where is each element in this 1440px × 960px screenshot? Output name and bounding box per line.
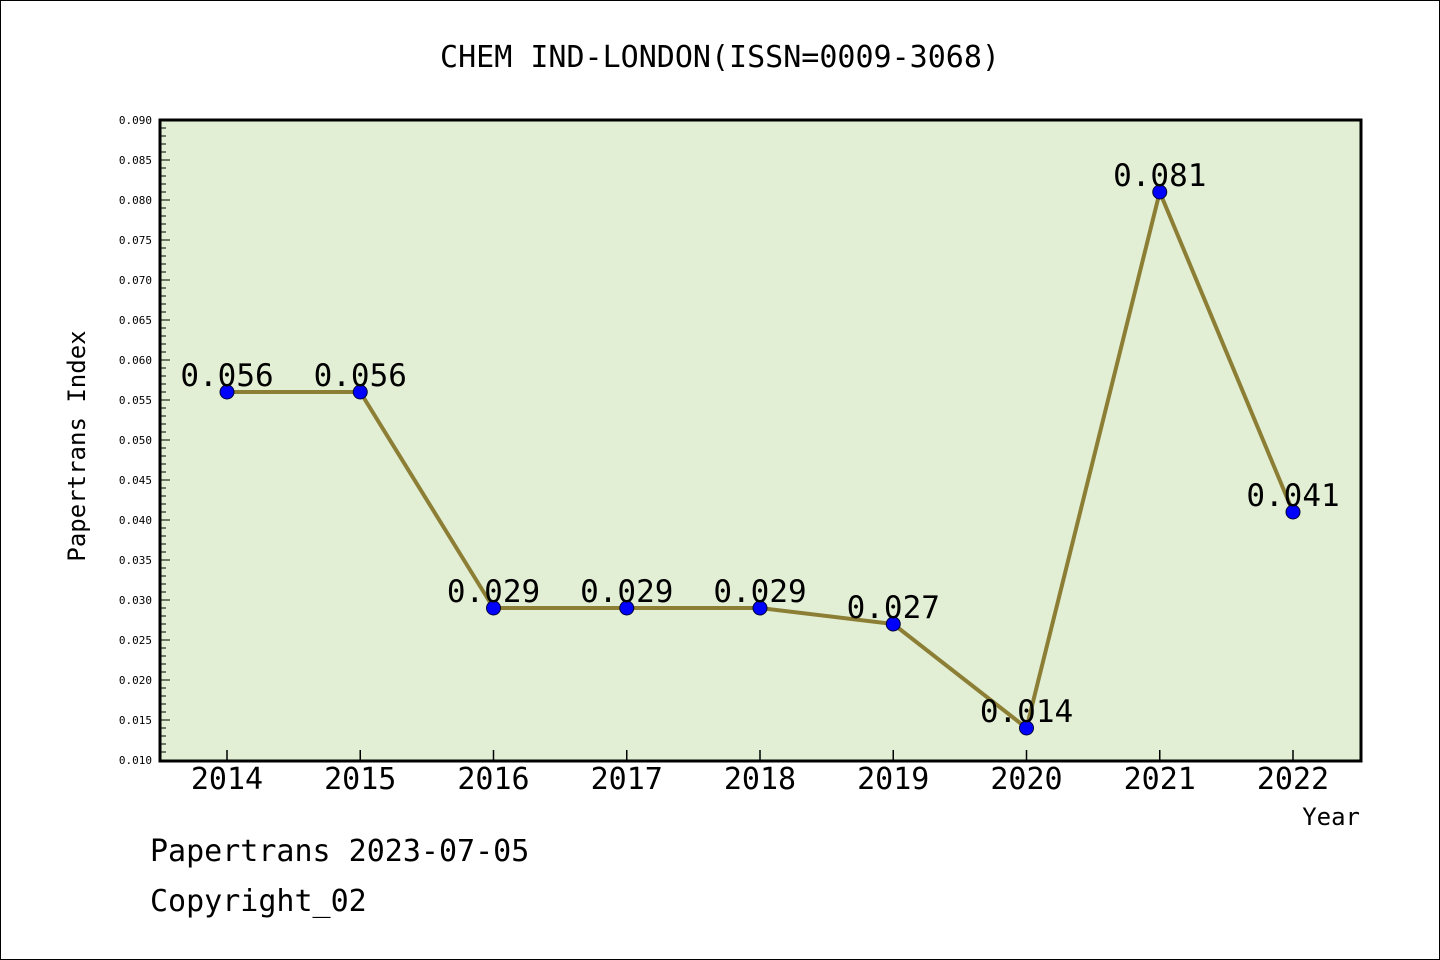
plot-area (158, 118, 1363, 763)
x-tick-label: 2015 (324, 762, 396, 797)
x-tick-label: 2018 (724, 762, 796, 797)
data-point (352, 384, 368, 400)
y-tick-label: 0.055 (119, 394, 152, 407)
data-label: 0.014 (980, 694, 1073, 730)
points-layer (219, 184, 1301, 736)
data-point (619, 600, 635, 616)
x-tick-label: 2021 (1124, 762, 1196, 797)
x-tick-label: 2019 (857, 762, 929, 797)
y-tick-label: 0.050 (119, 434, 152, 447)
data-point (885, 616, 901, 632)
y-tick-label: 0.045 (119, 474, 152, 487)
data-label: 0.029 (713, 574, 806, 610)
y-tick-label: 0.065 (119, 314, 152, 327)
x-tick-label: 2020 (990, 762, 1062, 797)
data-label: 0.029 (580, 574, 673, 610)
data-point (486, 600, 501, 616)
y-tick-label: 0.015 (119, 714, 152, 727)
x-tick-label: 2016 (457, 762, 529, 797)
y-tick-label: 0.030 (119, 594, 152, 607)
y-tick-label: 0.010 (119, 754, 152, 767)
y-tick-label: 0.025 (119, 634, 152, 647)
data-point (219, 384, 235, 400)
footer-date: Papertrans 2023-07-05 (150, 834, 530, 869)
y-tick-label: 0.090 (119, 114, 152, 127)
data-label: 0.056 (180, 358, 273, 394)
data-label: 0.029 (447, 574, 540, 610)
data-label: 0.027 (847, 590, 940, 626)
data-point (1285, 504, 1301, 520)
y-tick-label: 0.020 (119, 674, 152, 687)
y-tick-label: 0.060 (119, 354, 152, 367)
x-tick-label: 2017 (591, 762, 663, 797)
y-tick-label: 0.080 (119, 194, 152, 207)
y-tick-label: 0.070 (119, 274, 152, 287)
x-axis-ticks: 2014 2015 2016 2017 2018 2019 2020 2021 2022 (191, 750, 1329, 797)
data-label: 0.056 (314, 358, 407, 394)
y-axis-label: Papertrans Index (63, 330, 91, 561)
y-axis-ticks: 0.010 0.015 0.020 0.025 0.030 0.035 0.040 0.045… (119, 114, 170, 767)
data-point (1152, 184, 1168, 200)
y-tick-label: 0.035 (119, 554, 152, 567)
y-tick-label: 0.040 (119, 514, 152, 527)
y-tick-label: 0.075 (119, 234, 152, 247)
x-tick-label: 2022 (1257, 762, 1329, 797)
footer-copyright: Copyright_02 (150, 884, 367, 919)
data-label: 0.081 (1113, 158, 1206, 194)
y-tick-label: 0.085 (119, 154, 152, 167)
data-label: 0.041 (1246, 478, 1339, 514)
x-tick-label: 2014 (191, 762, 263, 797)
data-point (752, 600, 768, 616)
x-axis-label: Year (1302, 803, 1360, 831)
data-point (1019, 720, 1034, 736)
data-labels-layer: 0.056 0.056 0.029 0.029 0.029 0.027 0.014 0.081… (180, 158, 1339, 730)
chart-title: CHEM IND-LONDON(ISSN=0009-3068) (440, 40, 1000, 75)
